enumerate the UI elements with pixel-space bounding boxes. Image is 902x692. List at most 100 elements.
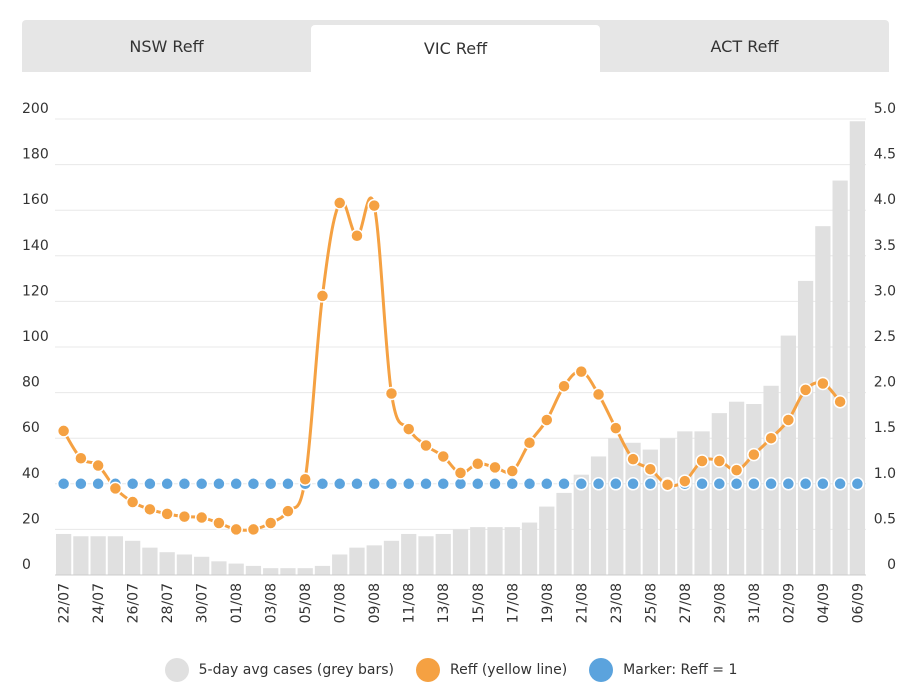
y-tick-label-right: 2.0 — [874, 375, 896, 391]
marker-point — [350, 477, 364, 491]
bar — [435, 533, 451, 575]
reff-point — [263, 516, 278, 530]
reff-point — [660, 477, 675, 492]
x-tick-label: 11/08 — [402, 583, 418, 623]
marker-point — [177, 477, 192, 491]
y-tick-label-right: 3.0 — [874, 283, 896, 299]
marker-point — [781, 477, 796, 491]
y-tick-label-right: 1.0 — [874, 466, 896, 482]
marker-point — [574, 477, 589, 491]
bar — [470, 527, 486, 575]
reff-point — [419, 438, 433, 453]
marker-point — [143, 477, 157, 491]
marker-point — [471, 477, 485, 491]
bar — [556, 492, 572, 575]
legend-item-marker[interactable]: Marker: Reff = 1 — [589, 658, 737, 682]
x-tick-label: 28/07 — [160, 583, 176, 623]
x-tick-label: 03/08 — [264, 583, 280, 623]
marker-point — [125, 477, 140, 491]
reff-point — [747, 447, 761, 462]
bar — [849, 121, 865, 575]
tab-nsw-reff[interactable]: NSW Reff — [129, 36, 204, 56]
legend-item-reff[interactable]: Reff (yellow line) — [416, 658, 567, 682]
reff-point — [695, 454, 709, 468]
bar — [504, 527, 520, 575]
marker-point — [281, 477, 295, 491]
marker-point — [505, 477, 520, 491]
bar — [349, 547, 365, 575]
bar — [694, 431, 710, 575]
bar — [280, 568, 296, 575]
bar — [711, 413, 727, 575]
bar — [56, 533, 72, 575]
bar — [245, 565, 262, 575]
bar — [487, 527, 503, 575]
x-tick-label: 30/07 — [195, 583, 211, 623]
bar — [815, 226, 831, 575]
marker-point — [747, 477, 761, 491]
bar — [125, 540, 141, 575]
marker-point — [229, 477, 243, 491]
x-tick-label: 13/08 — [436, 583, 452, 623]
bar — [211, 561, 227, 575]
marker-point — [419, 477, 433, 491]
reff-point — [212, 516, 226, 530]
marker-point — [160, 477, 174, 491]
blue-circle-icon — [589, 658, 614, 682]
grey-circle-icon — [164, 658, 189, 682]
marker-point — [332, 477, 347, 491]
x-tick-label: 27/08 — [678, 583, 694, 623]
y-tick-label-right: 4.5 — [874, 147, 896, 163]
marker-point — [315, 477, 330, 491]
x-tick-label: 25/08 — [643, 583, 659, 623]
bar — [452, 529, 469, 575]
x-tick-label: 26/07 — [126, 583, 142, 623]
x-tick-label: 21/08 — [574, 583, 590, 623]
y-tick-label-left: 120 — [22, 283, 49, 299]
x-tick-label: 04/09 — [816, 583, 832, 623]
marker-point — [263, 477, 278, 491]
marker-point — [764, 477, 778, 491]
x-tick-label: 15/08 — [471, 583, 487, 623]
reff-point — [315, 289, 330, 303]
marker-point — [384, 477, 399, 491]
y-tick-label-right: 2.5 — [874, 329, 896, 345]
reff-point — [350, 228, 364, 243]
reff-point — [332, 196, 347, 210]
marker-point — [643, 477, 658, 491]
y-tick-label-left: 180 — [22, 147, 49, 163]
marker-point — [522, 477, 537, 491]
y-tick-label-right: 4.0 — [874, 192, 896, 208]
y-tick-label-left: 140 — [22, 238, 49, 254]
x-tick-label: 29/08 — [712, 583, 728, 623]
legend-item-cases[interactable]: 5-day avg cases (grey bars) — [164, 658, 394, 682]
bar — [418, 536, 434, 575]
reff-point — [591, 387, 606, 402]
bar — [590, 456, 607, 575]
x-tick-label: 07/08 — [333, 583, 349, 623]
bar — [573, 474, 589, 575]
reff-point — [143, 502, 157, 517]
reff-point — [505, 464, 520, 478]
reff-point — [816, 376, 830, 391]
reff-point — [626, 452, 640, 466]
x-tick-label: 24/07 — [91, 583, 107, 623]
reff-chart: 0 0 20 0.5 40 1.0 60 1.5 80 2.0 100 2.5 120 3.0 140 3.5… — [22, 101, 896, 623]
marker-point — [212, 477, 226, 491]
reff-point — [729, 463, 744, 477]
x-tick-label: 31/08 — [747, 583, 763, 623]
reff-point — [246, 522, 261, 537]
reff-point — [194, 510, 209, 525]
bar — [625, 442, 641, 575]
bar — [263, 568, 279, 575]
y-tick-label-right: 3.5 — [874, 238, 896, 254]
marker-point — [609, 477, 623, 491]
tab-act-reff[interactable]: ACT Reff — [710, 36, 779, 56]
x-tick-label: 02/09 — [781, 583, 797, 623]
bar — [90, 536, 106, 575]
marker-point — [712, 477, 727, 491]
reff-point — [160, 507, 174, 521]
tab-vic-reff[interactable]: VIC Reff — [311, 25, 600, 72]
marker-point — [367, 477, 381, 491]
bar — [366, 545, 382, 575]
